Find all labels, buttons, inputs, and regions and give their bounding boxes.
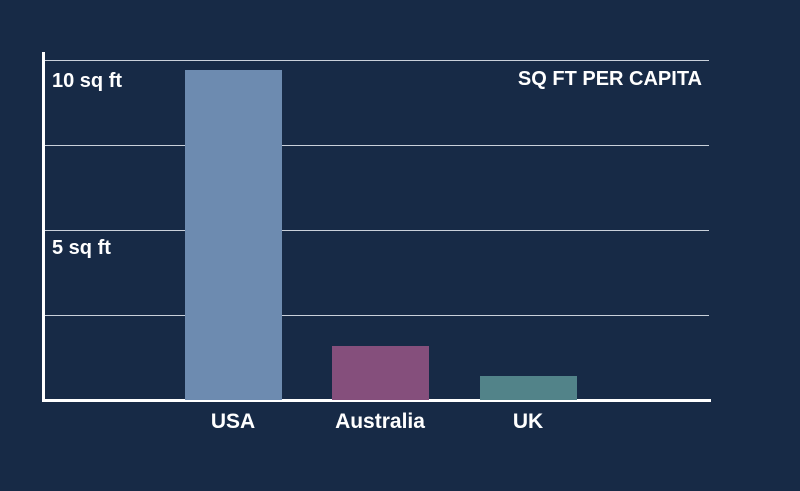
bar [185,70,282,400]
bar [332,345,429,400]
gridline [44,60,709,61]
y-tick-label: 5 sq ft [52,237,111,259]
y-axis [42,52,45,402]
gridline [44,145,709,146]
chart-title: SQ FT PER CAPITA [517,68,702,90]
x-tick-label: UK [512,410,544,433]
gridline [44,230,709,231]
x-axis [42,399,711,402]
y-tick-label: 10 sq ft [52,70,123,92]
bar [480,376,577,400]
x-tick-label: USA [210,410,256,433]
gridline [44,315,709,316]
x-tick-label: Australia [335,410,425,433]
